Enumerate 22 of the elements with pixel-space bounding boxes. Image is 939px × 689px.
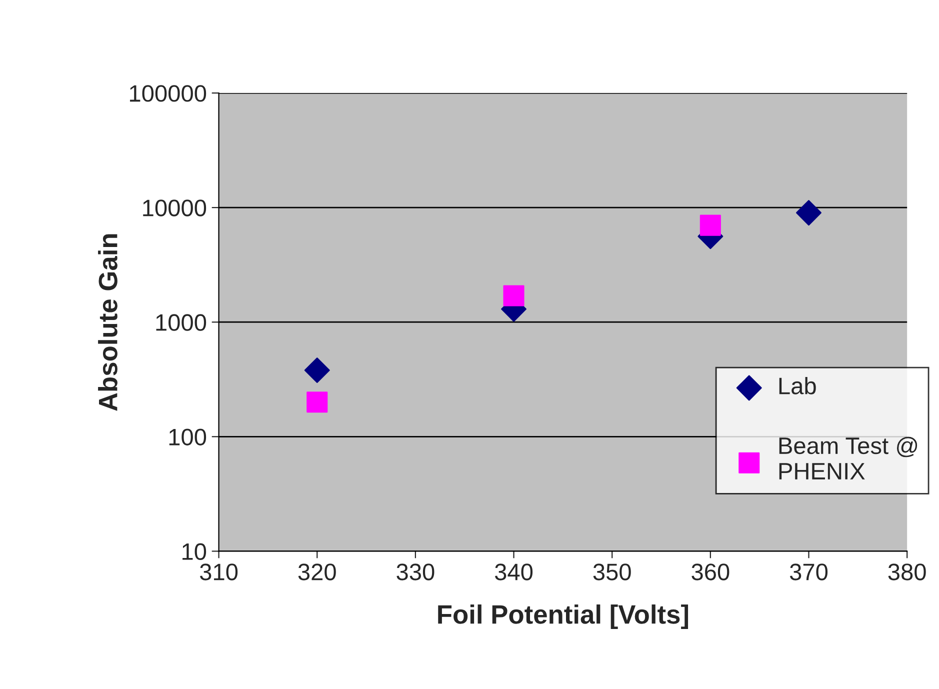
x-tick-label: 350 — [593, 564, 631, 580]
legend-label: Lab — [779, 377, 816, 394]
y-tick-label: 10000 — [143, 200, 206, 216]
x-tick-label: 360 — [692, 564, 730, 580]
point — [700, 214, 721, 236]
point — [306, 392, 328, 413]
y-tick-label: 10 — [182, 543, 206, 560]
x-tick-label: 370 — [790, 564, 828, 580]
x-axis-title: Foil Potential [Volts] — [438, 604, 688, 630]
x-tick-label: 340 — [494, 564, 533, 580]
y-axis-title: Absolute Gain — [98, 234, 118, 411]
legend-label: Beam Test @ PHENIX — [779, 436, 918, 480]
y-tick-label: 100000 — [130, 85, 206, 102]
point — [503, 285, 524, 306]
y-tick-label: 1000 — [156, 314, 206, 331]
x-tick-label: 330 — [396, 564, 434, 580]
y-tick-label: 100 — [169, 428, 206, 446]
point — [304, 358, 330, 383]
x-tick-label: 310 — [200, 564, 238, 580]
x-tick-label: 380 — [888, 564, 926, 580]
x-tick-label: 320 — [298, 564, 336, 580]
point — [796, 200, 822, 226]
